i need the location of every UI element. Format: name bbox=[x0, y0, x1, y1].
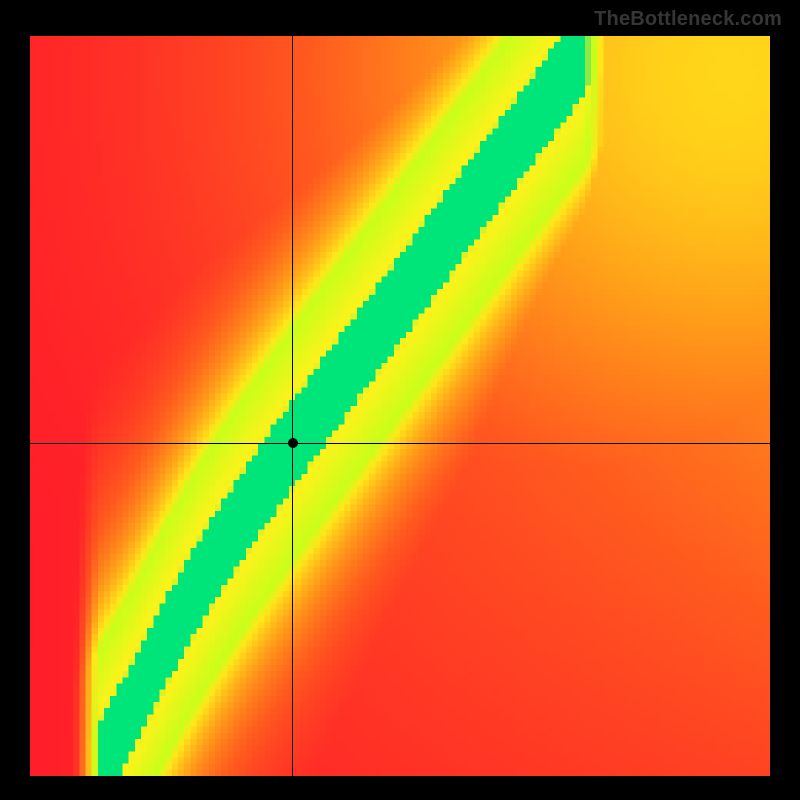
chart-root: TheBottleneck.com bbox=[0, 0, 800, 800]
heatmap-canvas bbox=[30, 36, 770, 776]
watermark-text: TheBottleneck.com bbox=[594, 8, 782, 31]
heatmap-plot bbox=[30, 36, 770, 776]
crosshair-marker bbox=[288, 438, 298, 448]
crosshair-horizontal bbox=[30, 443, 770, 444]
crosshair-vertical bbox=[292, 36, 293, 776]
